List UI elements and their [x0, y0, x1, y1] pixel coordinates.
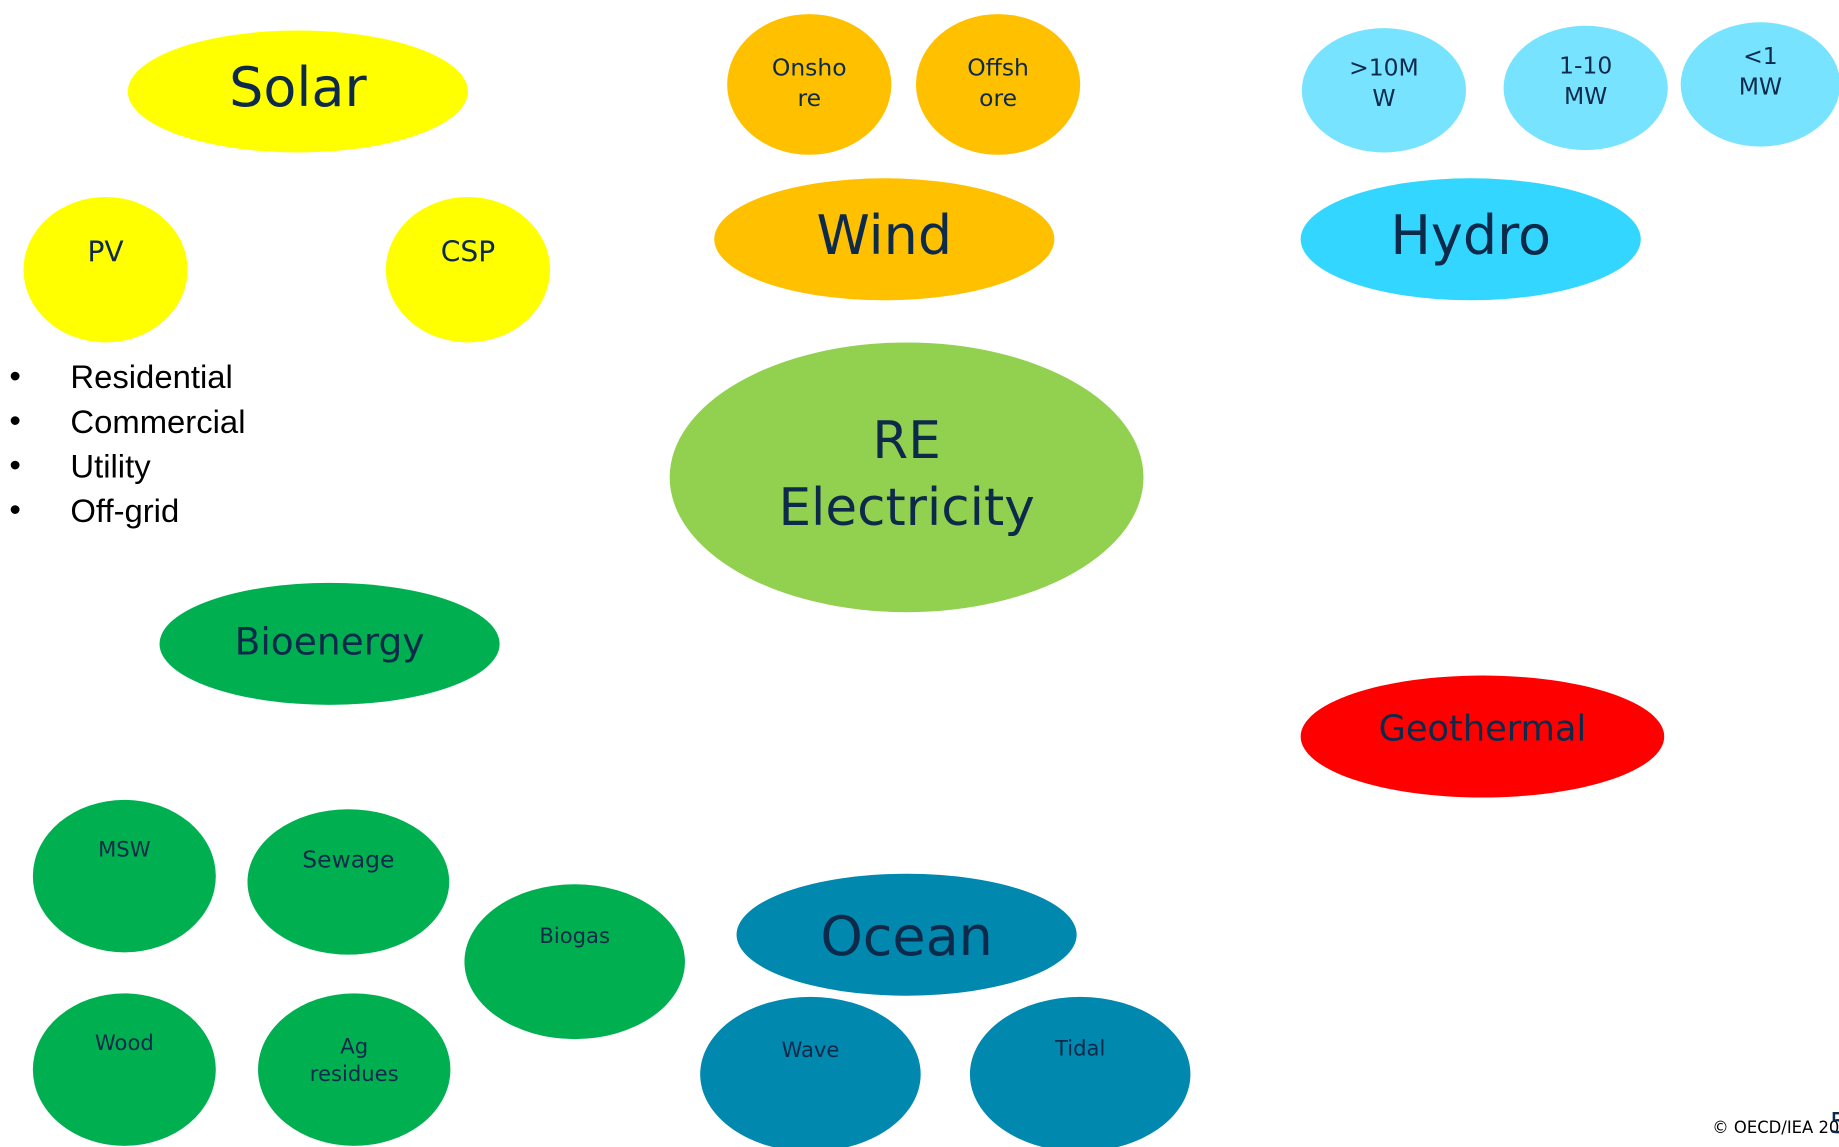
- node-label: PV: [87, 235, 123, 268]
- node-label: Offsh: [967, 54, 1029, 82]
- node-shape: [1300, 178, 1641, 301]
- node-label: MSW: [98, 836, 151, 861]
- bullet-item: Residential: [70, 358, 232, 395]
- node-label: Wave: [781, 1037, 839, 1062]
- node-label: MW: [1739, 72, 1782, 100]
- node-label: Electricity: [778, 478, 1034, 538]
- node-label: <1: [1743, 42, 1778, 70]
- node-shape: [258, 993, 451, 1146]
- node-shape: [32, 799, 216, 953]
- node-label: Wood: [95, 1030, 154, 1055]
- node-shape: [669, 342, 1144, 613]
- node-label: Biogas: [539, 923, 610, 948]
- node-shape: [127, 30, 468, 153]
- node-shape: [1301, 28, 1467, 153]
- node-shape: [915, 14, 1081, 155]
- bullet-dot: •: [9, 491, 21, 528]
- bullet-dot: •: [9, 402, 21, 439]
- node-shape: [1680, 22, 1839, 147]
- node-label: Tidal: [1054, 1036, 1105, 1061]
- node-label: Ocean: [820, 905, 993, 968]
- node-label: MW: [1564, 82, 1607, 110]
- node-shape: [159, 582, 500, 705]
- copyright: © OECD/IEA 2015: [1712, 1118, 1839, 1137]
- bullet-item: Off-grid: [70, 492, 179, 529]
- node-label: Ag: [340, 1034, 368, 1059]
- node-label: residues: [310, 1061, 399, 1086]
- node-label: >10M: [1349, 54, 1419, 82]
- page-number: 5: [1830, 1107, 1839, 1140]
- bullet-dot: •: [9, 446, 21, 483]
- node-label: Onsho: [772, 54, 847, 82]
- node-label: Hydro: [1390, 204, 1551, 267]
- node-label: re: [797, 84, 821, 112]
- node-shape: [700, 996, 921, 1147]
- node-label: Geothermal: [1379, 709, 1587, 750]
- node-label: ore: [979, 84, 1017, 112]
- node-shape: [32, 993, 216, 1146]
- node-shape: [23, 197, 188, 343]
- node-shape: [736, 873, 1077, 996]
- node-shape: [969, 996, 1191, 1147]
- bullet-item: Utility: [70, 447, 151, 484]
- node-label: Sewage: [302, 845, 394, 873]
- node-shape: [727, 14, 892, 155]
- node-label: Bioenergy: [235, 619, 425, 663]
- node-shape: [464, 884, 685, 1040]
- node-label: CSP: [441, 235, 495, 268]
- node-shape: [1300, 675, 1665, 798]
- node-label: W: [1372, 84, 1395, 112]
- node-label: Solar: [229, 56, 367, 119]
- node-shape: [247, 809, 450, 955]
- node-label: RE: [872, 411, 940, 471]
- bullet-dot: •: [9, 357, 21, 394]
- node-shape: [1503, 25, 1668, 151]
- node-label: Wind: [817, 204, 953, 267]
- bullet-item: Commercial: [70, 403, 245, 440]
- node-label: 1-10: [1559, 51, 1612, 79]
- node-shape: [385, 197, 551, 343]
- node-shape: [714, 178, 1055, 301]
